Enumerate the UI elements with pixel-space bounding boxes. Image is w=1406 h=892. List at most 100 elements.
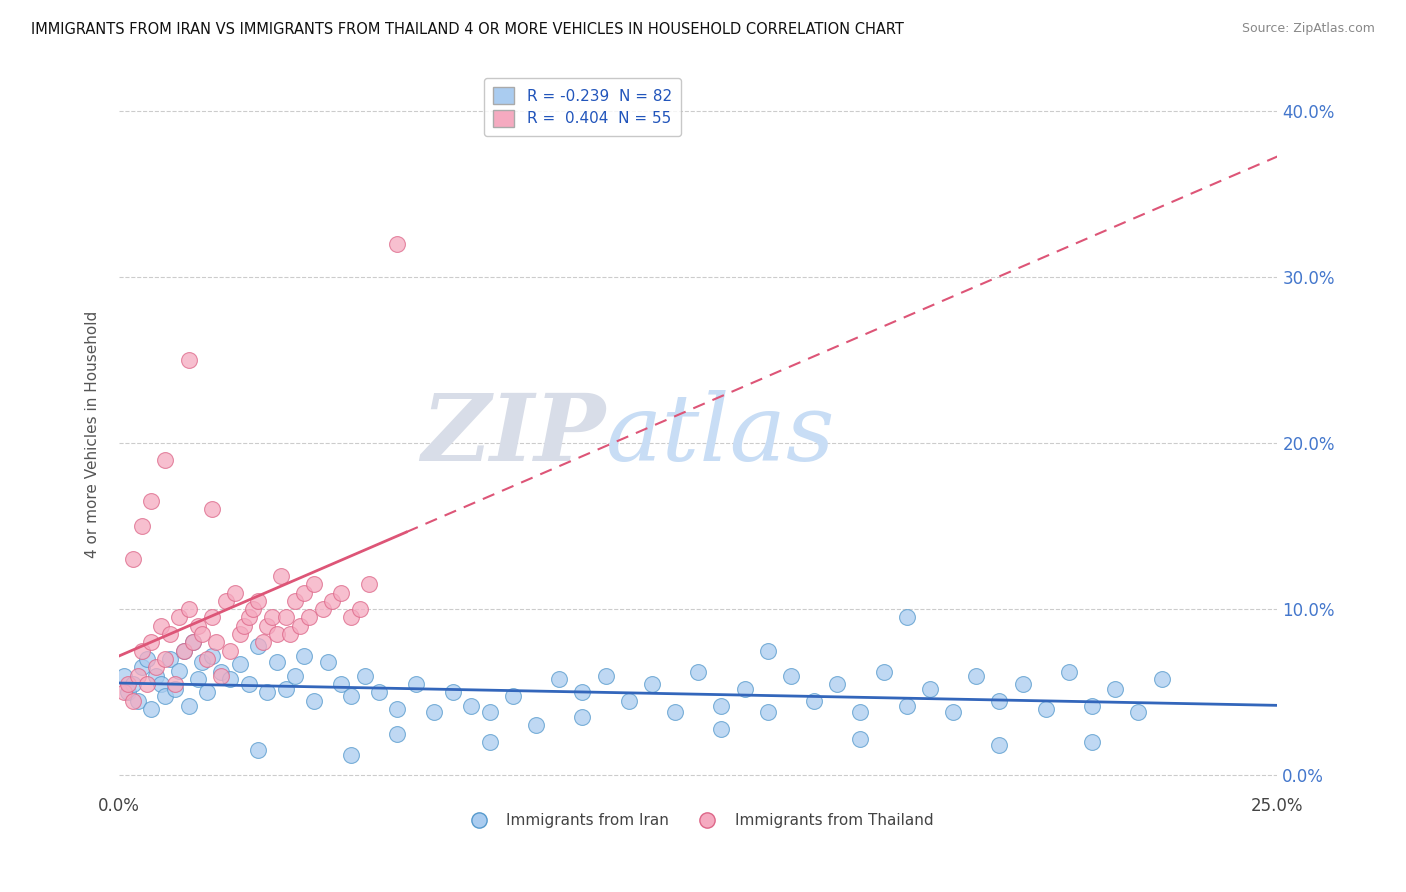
Point xyxy=(219,644,242,658)
Point xyxy=(548,672,571,686)
Point xyxy=(321,594,343,608)
Point xyxy=(872,665,894,680)
Point xyxy=(117,677,139,691)
Point xyxy=(256,685,278,699)
Point xyxy=(191,627,214,641)
Point xyxy=(173,644,195,658)
Point xyxy=(209,665,232,680)
Point xyxy=(617,693,640,707)
Point xyxy=(339,748,361,763)
Point xyxy=(385,727,408,741)
Point xyxy=(825,677,848,691)
Point xyxy=(141,494,163,508)
Point xyxy=(228,627,250,641)
Point xyxy=(205,635,228,649)
Point xyxy=(187,672,209,686)
Point xyxy=(149,677,172,691)
Point xyxy=(127,668,149,682)
Point xyxy=(280,627,302,641)
Point xyxy=(780,668,803,682)
Point xyxy=(159,652,181,666)
Point xyxy=(385,702,408,716)
Point xyxy=(219,672,242,686)
Point xyxy=(242,602,264,616)
Point xyxy=(524,718,547,732)
Point xyxy=(1150,672,1173,686)
Point xyxy=(423,705,446,719)
Text: IMMIGRANTS FROM IRAN VS IMMIGRANTS FROM THAILAND 4 OR MORE VEHICLES IN HOUSEHOLD: IMMIGRANTS FROM IRAN VS IMMIGRANTS FROM … xyxy=(31,22,904,37)
Point xyxy=(688,665,710,680)
Point xyxy=(965,668,987,682)
Point xyxy=(155,689,177,703)
Point xyxy=(131,644,153,658)
Point xyxy=(201,502,224,516)
Point xyxy=(756,705,779,719)
Point xyxy=(173,644,195,658)
Point xyxy=(260,610,283,624)
Point xyxy=(177,698,200,713)
Point xyxy=(1081,698,1104,713)
Point xyxy=(896,698,918,713)
Point xyxy=(312,602,335,616)
Point xyxy=(135,677,157,691)
Point xyxy=(734,681,756,696)
Point xyxy=(181,635,204,649)
Point xyxy=(181,635,204,649)
Point xyxy=(131,660,153,674)
Point xyxy=(359,577,381,591)
Point xyxy=(339,689,361,703)
Point xyxy=(149,619,172,633)
Point xyxy=(478,735,501,749)
Point xyxy=(177,353,200,368)
Point xyxy=(274,681,297,696)
Point xyxy=(256,619,278,633)
Point xyxy=(942,705,965,719)
Text: Source: ZipAtlas.com: Source: ZipAtlas.com xyxy=(1241,22,1375,36)
Point xyxy=(641,677,664,691)
Point xyxy=(896,610,918,624)
Point xyxy=(214,594,236,608)
Point xyxy=(664,705,686,719)
Point xyxy=(266,656,288,670)
Point xyxy=(302,693,325,707)
Point xyxy=(349,602,371,616)
Point xyxy=(571,685,593,699)
Point xyxy=(988,693,1011,707)
Point xyxy=(595,668,617,682)
Point xyxy=(155,652,177,666)
Point xyxy=(710,698,733,713)
Point xyxy=(169,664,191,678)
Point xyxy=(339,610,361,624)
Point xyxy=(195,652,218,666)
Point xyxy=(460,698,482,713)
Point xyxy=(302,577,325,591)
Point xyxy=(330,677,353,691)
Point xyxy=(145,668,167,682)
Point xyxy=(117,685,139,699)
Point xyxy=(228,657,250,671)
Point xyxy=(284,594,307,608)
Point xyxy=(266,627,288,641)
Point xyxy=(405,677,427,691)
Point xyxy=(159,627,181,641)
Point xyxy=(187,619,209,633)
Point xyxy=(201,610,224,624)
Point xyxy=(112,668,135,682)
Text: atlas: atlas xyxy=(606,390,835,480)
Point xyxy=(191,656,214,670)
Point xyxy=(112,685,135,699)
Text: ZIP: ZIP xyxy=(422,390,606,480)
Point xyxy=(1104,681,1126,696)
Point xyxy=(756,644,779,658)
Point xyxy=(803,693,825,707)
Point xyxy=(1128,705,1150,719)
Point xyxy=(988,739,1011,753)
Point xyxy=(1057,665,1080,680)
Point xyxy=(209,668,232,682)
Point xyxy=(288,619,311,633)
Point xyxy=(1081,735,1104,749)
Point xyxy=(1035,702,1057,716)
Point xyxy=(155,452,177,467)
Point xyxy=(441,685,464,699)
Point xyxy=(169,610,191,624)
